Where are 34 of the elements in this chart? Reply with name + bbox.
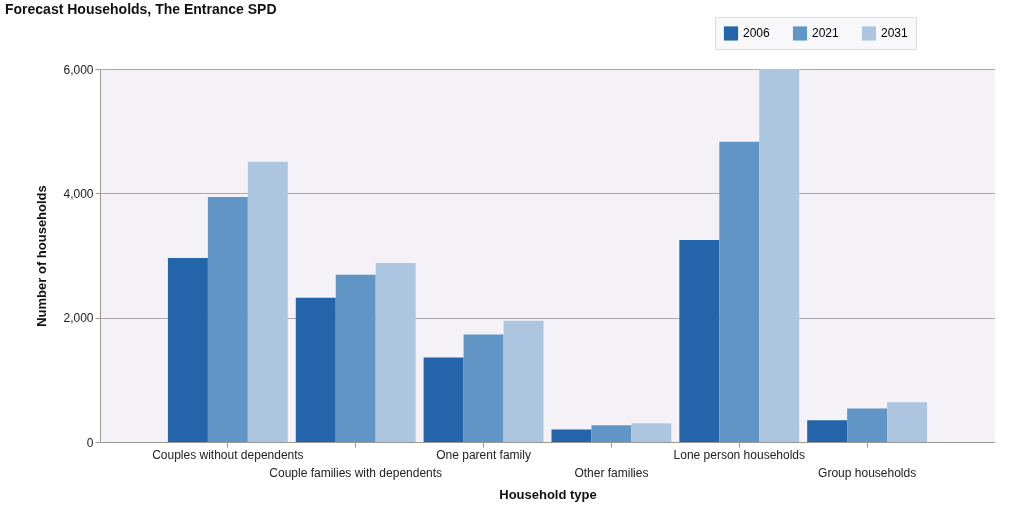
x-tick-label: Group households (818, 465, 917, 480)
x-tick-label: Couples without dependents (152, 447, 304, 462)
bar (591, 425, 632, 442)
bar (423, 357, 464, 442)
y-tick-label: 6,000 (63, 62, 94, 77)
x-axis-title: Household type (499, 486, 597, 502)
bar (887, 402, 928, 442)
bar (631, 423, 672, 442)
bar (503, 320, 544, 442)
bar (167, 257, 208, 442)
y-axis-title: Number of households (34, 185, 50, 327)
x-tick-label: Couple families with dependents (269, 465, 443, 480)
bar (847, 408, 888, 442)
bar (719, 141, 760, 442)
bar (207, 197, 248, 442)
bar (247, 161, 288, 442)
x-tick-label: Lone person households (673, 447, 805, 462)
bar (463, 334, 504, 442)
legend-label: 2031 (881, 26, 909, 41)
bar (807, 420, 848, 442)
bar (679, 239, 720, 442)
y-tick-label: 4,000 (63, 186, 94, 201)
y-tick-label: 2,000 (63, 311, 94, 326)
bar (295, 297, 336, 442)
x-tick-label: Other families (574, 465, 649, 480)
legend-label: 2021 (812, 26, 840, 41)
bar (551, 429, 592, 442)
legend-label: 2006 (743, 26, 771, 41)
chart-title: Forecast Households, The Entrance SPD (5, 0, 277, 17)
bar (375, 262, 416, 442)
y-tick-label: 0 (86, 435, 94, 450)
bar (759, 69, 800, 442)
x-tick-label: One parent family (436, 447, 531, 462)
bar (335, 274, 376, 442)
